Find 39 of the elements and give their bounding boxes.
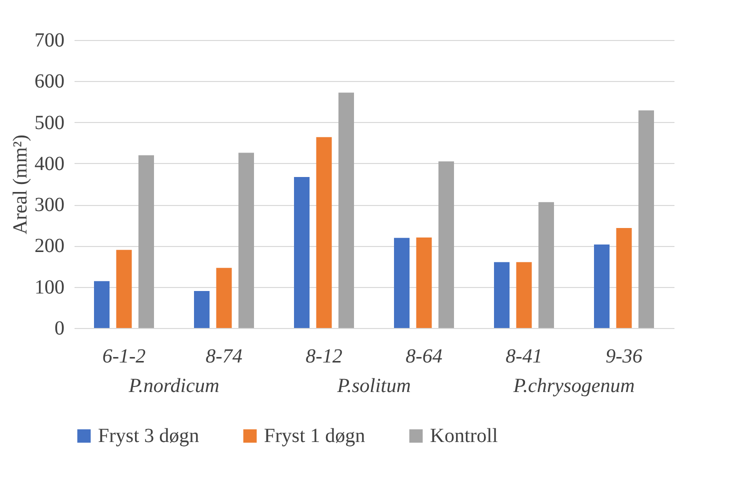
x-tick-label: 9-36 [606, 346, 642, 368]
bar [338, 92, 354, 328]
y-tick-label: 700 [34, 30, 64, 52]
bar [316, 137, 332, 328]
y-tick-label: 500 [34, 112, 64, 134]
bar [216, 268, 232, 328]
bar [416, 237, 432, 328]
y-tick-label: 400 [34, 152, 64, 175]
bar [116, 250, 132, 328]
x-tick-label: 8-74 [206, 346, 242, 368]
bar [138, 155, 154, 328]
text: P.chrysogenum [512, 375, 635, 397]
x-tick-label: 8-64 [406, 346, 442, 368]
y-tick-label: 300 [34, 194, 64, 216]
bar [516, 262, 532, 328]
bar [238, 152, 254, 328]
text: P.solitum [336, 375, 411, 397]
bar [194, 290, 210, 328]
bar [394, 238, 410, 328]
bar [538, 202, 554, 328]
y-tick-label: 0 [54, 318, 64, 340]
bar [594, 244, 610, 328]
x-tick-label: 8-12 [306, 346, 342, 368]
bar [638, 110, 654, 328]
bar [616, 228, 632, 328]
x-tick-label: 6-1-2 [102, 346, 146, 368]
legend-label: Fryst 3 døgn [98, 425, 200, 447]
legend-label: Kontroll [430, 425, 498, 447]
y-tick-label: 100 [34, 276, 64, 298]
legend-label: Fryst 1 døgn [264, 425, 366, 447]
bar [294, 177, 310, 328]
bar [494, 262, 510, 328]
y-tick-label: 600 [34, 70, 64, 93]
y-tick-label: 200 [34, 235, 64, 258]
text: P.nordicum [128, 375, 220, 397]
y-axis-title: Areal (mm²) [10, 134, 32, 234]
x-tick-label: 8-41 [506, 346, 542, 368]
bar [94, 281, 110, 328]
bar [438, 161, 454, 328]
